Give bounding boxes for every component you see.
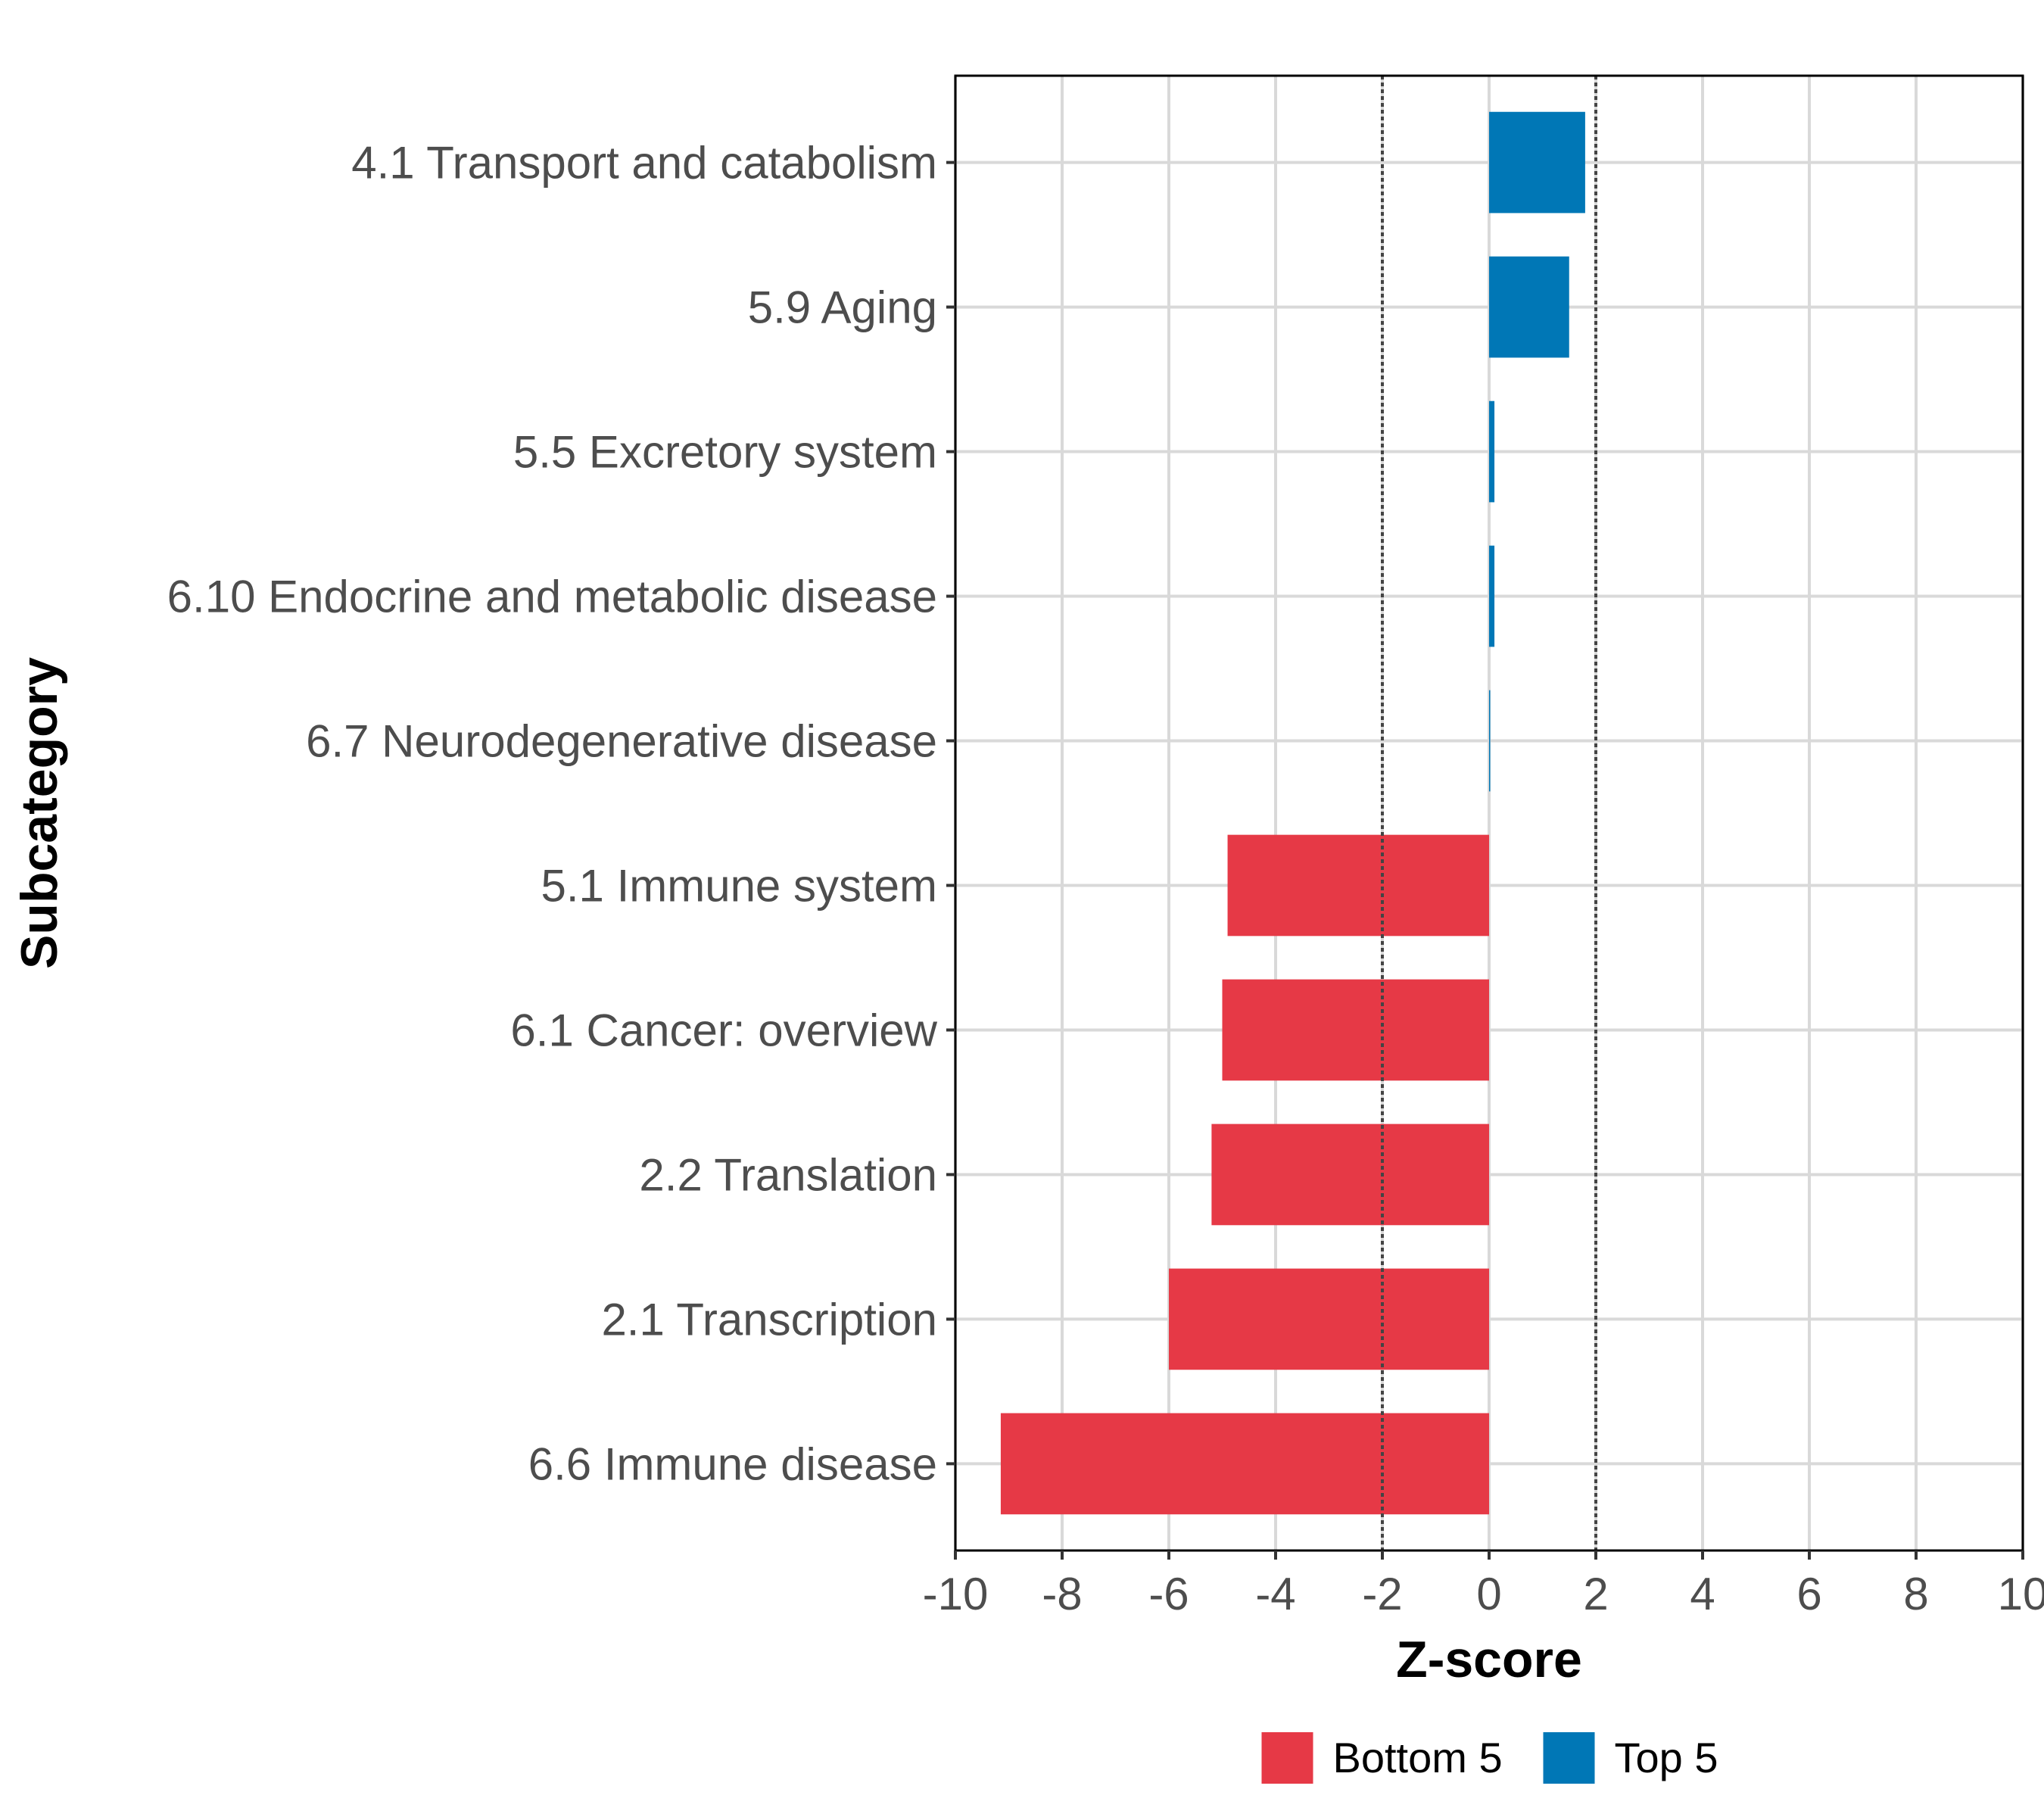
bar xyxy=(1489,111,1585,213)
x-tick-label: -6 xyxy=(1148,1569,1189,1619)
legend-label: Bottom 5 xyxy=(1333,1734,1503,1781)
reference-lines xyxy=(1381,76,1597,1551)
legend-key xyxy=(1543,1732,1595,1784)
y-tick-label: 4.1 Transport and catabolism xyxy=(351,138,937,189)
x-tick-label: -2 xyxy=(1362,1569,1402,1619)
y-tick-label: 2.2 Translation xyxy=(639,1149,937,1200)
x-axis-title: Z-score xyxy=(1396,1631,1582,1688)
y-tick-label: 5.9 Aging xyxy=(748,282,937,333)
x-tick-label: -8 xyxy=(1042,1569,1082,1619)
bar xyxy=(1489,545,1495,647)
y-tick-label: 6.6 Immune disease xyxy=(528,1438,937,1489)
y-tick-label: 2.1 Transcription xyxy=(601,1294,937,1345)
x-axis: -10 -8 -6 -4 -2 0 2 4 6 8 10 xyxy=(923,1551,2044,1619)
x-tick-label: 4 xyxy=(1690,1569,1715,1619)
legend-key xyxy=(1261,1732,1313,1784)
y-tick-label: 6.1 Cancer: overview xyxy=(510,1005,937,1055)
bar xyxy=(1222,979,1489,1081)
bar xyxy=(1169,1268,1489,1370)
bar xyxy=(1489,690,1491,792)
y-tick-label: 6.7 Neurodegenerative disease xyxy=(306,716,937,767)
bars xyxy=(1000,111,1585,1515)
x-tick-label: 6 xyxy=(1796,1569,1821,1619)
y-tick-label: 5.1 Immune system xyxy=(541,860,937,911)
bar xyxy=(1000,1413,1489,1515)
bar xyxy=(1489,400,1495,503)
x-tick-label: -10 xyxy=(923,1569,989,1619)
x-tick-label: 0 xyxy=(1476,1569,1501,1619)
y-tick-label: 6.10 Endocrine and metabolic disease xyxy=(167,572,937,622)
x-tick-label: -4 xyxy=(1255,1569,1295,1619)
legend-label: Top 5 xyxy=(1615,1734,1718,1781)
x-tick-label: 8 xyxy=(1903,1569,1928,1619)
x-tick-label: 2 xyxy=(1583,1569,1608,1619)
y-axis: 4.1 Transport and catabolism 5.9 Aging 5.5… xyxy=(167,138,955,1489)
legend: Bottom 5 Top 5 xyxy=(1261,1732,1718,1784)
y-tick-label: 5.5 Excretory system xyxy=(513,427,937,478)
bar xyxy=(1489,256,1569,358)
bar xyxy=(1227,834,1489,937)
x-tick-label: 10 xyxy=(1998,1569,2044,1619)
bar xyxy=(1211,1124,1489,1226)
y-axis-title: Subcategory xyxy=(11,657,68,969)
